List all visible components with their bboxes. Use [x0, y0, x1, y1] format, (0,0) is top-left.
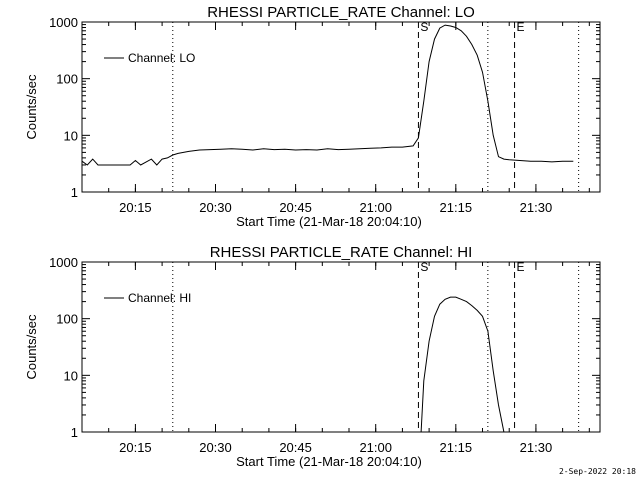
x-tick-label: 20:45	[279, 200, 312, 215]
y-tick-label: 1	[71, 425, 78, 440]
legend-label: Channel: LO	[128, 51, 195, 65]
x-tick-label: 21:30	[520, 440, 553, 455]
hi-channel-panel: RHESSI PARTICLE_RATE Channel: HI 1 10 100 10…	[24, 244, 601, 469]
y-tick-label: 10	[64, 128, 78, 143]
x-tick-label: 21:00	[359, 440, 392, 455]
marker-label-e: E	[517, 260, 525, 274]
lo-channel-panel: RHESSI PARTICLE_RATE Channel: LO 1 10 100 10…	[24, 4, 601, 229]
x-axis-label: Start Time (21-Mar-18 20:04:10)	[236, 214, 422, 229]
x-tick-label: 20:45	[279, 440, 312, 455]
marker-label-s: S	[420, 260, 428, 274]
plot-frame	[81, 21, 601, 193]
x-tick-label: 20:30	[199, 440, 232, 455]
x-tick-label: 20:15	[119, 200, 152, 215]
y-tick-label: 10	[64, 368, 78, 383]
chart-title: RHESSI PARTICLE_RATE Channel: LO	[207, 4, 475, 21]
y-axis-label: Counts/sec	[24, 74, 39, 140]
footer-timestamp: 2-Sep-2022 20:18	[559, 467, 636, 476]
series-line	[420, 296, 505, 433]
x-tick-label: 20:30	[199, 200, 232, 215]
y-tick-label: 100	[56, 312, 78, 327]
x-tick-label: 21:15	[440, 440, 473, 455]
series-line	[81, 24, 574, 166]
x-axis-label: Start Time (21-Mar-18 20:04:10)	[236, 454, 422, 469]
y-tick-label: 1	[71, 185, 78, 200]
y-tick-label: 1000	[49, 255, 78, 270]
x-tick-label: 21:30	[520, 200, 553, 215]
x-tick-label: 21:15	[440, 200, 473, 215]
legend-label: Channel: HI	[128, 291, 191, 305]
y-tick-label: 100	[56, 72, 78, 87]
x-tick-label: 20:15	[119, 440, 152, 455]
y-axis-label: Counts/sec	[24, 314, 39, 380]
x-tick-label: 21:00	[359, 200, 392, 215]
y-tick-label: 1000	[49, 15, 78, 30]
chart-title: RHESSI PARTICLE_RATE Channel: HI	[210, 244, 473, 261]
plot-frame	[81, 261, 601, 433]
marker-label-s: S	[420, 20, 428, 34]
marker-label-e: E	[517, 20, 525, 34]
